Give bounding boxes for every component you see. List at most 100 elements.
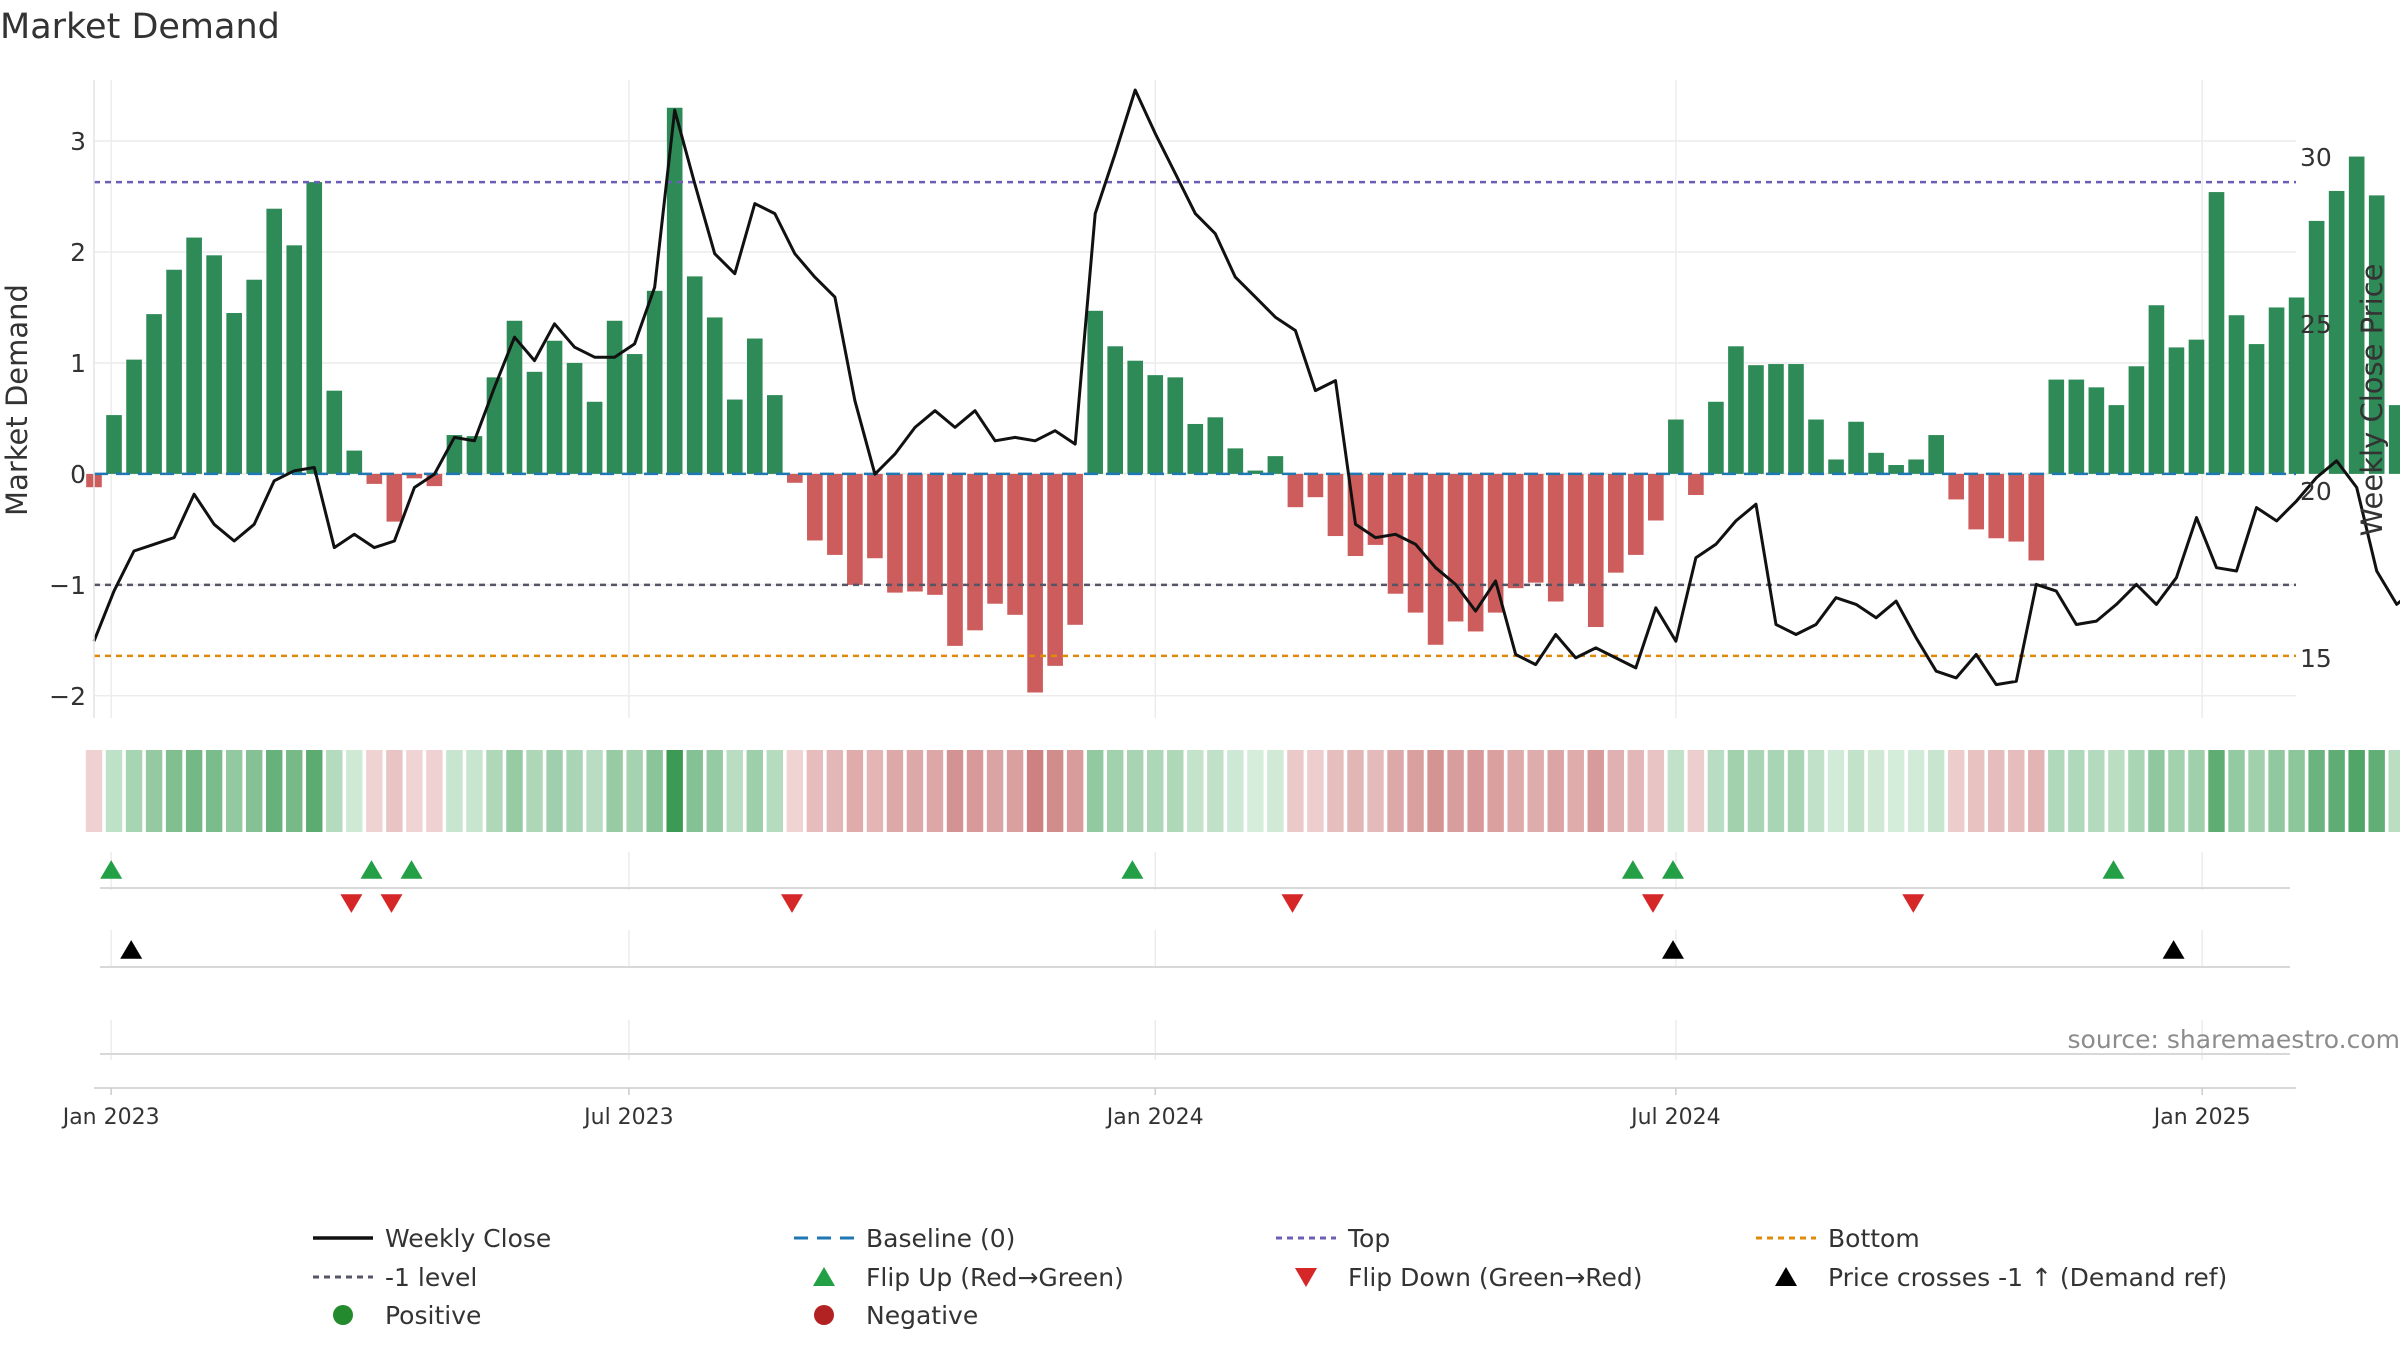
demand-bar <box>787 473 803 483</box>
demand-bar <box>1888 465 1904 474</box>
demand-bar <box>186 237 202 474</box>
legend-label: Baseline (0) <box>866 1224 1015 1253</box>
demand-bar <box>1307 473 1324 498</box>
legend-swatch-triangle-up <box>1775 1267 1797 1286</box>
heat-cell <box>185 750 203 832</box>
heat-cell <box>1867 750 1885 832</box>
heat-cell <box>1066 750 1084 832</box>
heat-cell <box>1307 750 1324 832</box>
heat-cell <box>366 750 383 832</box>
demand-bar <box>486 377 503 474</box>
y-right-tick-label: 25 <box>2300 310 2332 339</box>
heat-cell <box>2308 750 2325 832</box>
legend-label: Bottom <box>1828 1224 1920 1253</box>
demand-bar <box>1868 452 1884 474</box>
legend-label: Top <box>1347 1224 1390 1253</box>
demand-bar <box>526 371 543 474</box>
legend-label: Flip Up (Red→Green) <box>866 1263 1124 1292</box>
heat-cell <box>1046 750 1064 832</box>
demand-bar <box>2188 339 2205 474</box>
demand-bar <box>2248 344 2265 474</box>
heat-cell <box>326 750 343 832</box>
flip-up-marker <box>360 860 383 879</box>
chart-title: Market Demand <box>0 7 280 47</box>
source-note: source: sharemaestro.com <box>2068 1025 2400 1054</box>
demand-bar <box>847 473 863 585</box>
demand-bar <box>1167 377 1184 474</box>
demand-bar <box>1327 473 1344 537</box>
heat-cell <box>2108 750 2125 832</box>
demand-bar <box>1447 473 1464 622</box>
demand-bar <box>346 450 363 474</box>
demand-bar <box>686 276 703 474</box>
demand-bar <box>2368 195 2385 474</box>
heat-cell <box>406 750 423 832</box>
demand-bar <box>1007 473 1023 615</box>
heat-cell <box>2168 750 2185 832</box>
heat-cell <box>466 750 483 832</box>
demand-bar <box>2008 473 2025 542</box>
demand-bar <box>1067 473 1083 625</box>
demand-bar <box>2148 305 2165 474</box>
heat-cell <box>646 750 663 832</box>
heat-cell <box>205 750 223 832</box>
demand-bar <box>1127 360 1144 474</box>
y-left-tick-label: −2 <box>49 682 86 711</box>
y-axis-left-label: Market Demand <box>0 284 34 516</box>
demand-bar <box>2168 347 2185 474</box>
heat-cell <box>2228 750 2245 832</box>
demand-bar <box>1748 365 1764 474</box>
demand-bar <box>206 255 222 474</box>
heat-cell <box>2148 750 2165 832</box>
demand-bar <box>566 362 583 474</box>
heat-cell <box>1207 750 1224 832</box>
x-tick-label: Jan 2023 <box>61 1105 160 1130</box>
demand-bar <box>1948 473 1964 500</box>
heat-cell <box>1947 750 1965 832</box>
demand-bar <box>1427 473 1444 645</box>
heat-cell <box>1026 750 1044 832</box>
heat-cell <box>586 750 603 832</box>
demand-bar <box>706 317 723 474</box>
flip-up-marker <box>100 860 123 879</box>
demand-bar <box>2228 315 2245 474</box>
demand-bar <box>1507 473 1524 589</box>
demand-bar <box>1808 419 1824 474</box>
flip-down-marker <box>380 894 403 913</box>
heat-cell <box>426 750 443 832</box>
demand-heat-strip <box>85 750 2400 832</box>
flip-up-marker <box>1662 860 1684 879</box>
heat-cell <box>346 750 363 832</box>
heat-cell <box>966 750 984 832</box>
demand-bar <box>1768 364 1784 474</box>
heat-cell <box>926 750 944 832</box>
price-cross-marker <box>2162 940 2185 959</box>
heat-cell <box>1267 750 1284 832</box>
heat-cell <box>1767 750 1785 832</box>
demand-bar <box>746 338 763 474</box>
heat-cell <box>286 750 303 832</box>
price-cross-marker <box>120 940 143 959</box>
demand-bar <box>366 473 383 484</box>
demand-bar <box>1147 375 1164 474</box>
demand-bar <box>1287 473 1304 508</box>
demand-bar <box>1708 401 1724 474</box>
demand-bar <box>306 182 323 474</box>
demand-bar <box>166 269 182 474</box>
signal-rows <box>100 860 2290 1055</box>
demand-bar <box>927 473 943 595</box>
y-left-tick-label: −1 <box>49 571 86 600</box>
legend: Weekly Close Baseline (0) Top Bottom -1 leve… <box>313 1224 2227 1330</box>
demand-bar <box>907 473 923 592</box>
heat-cell <box>85 750 103 832</box>
legend-swatch-dot <box>814 1305 834 1325</box>
price-series <box>92 88 2400 687</box>
demand-bar <box>266 208 283 474</box>
y-right-tick-label: 30 <box>2300 143 2332 172</box>
heat-cell <box>1747 750 1765 832</box>
heat-cell <box>446 750 463 832</box>
demand-bar <box>666 107 683 474</box>
heat-cell <box>105 750 123 832</box>
demand-bar <box>326 390 343 474</box>
